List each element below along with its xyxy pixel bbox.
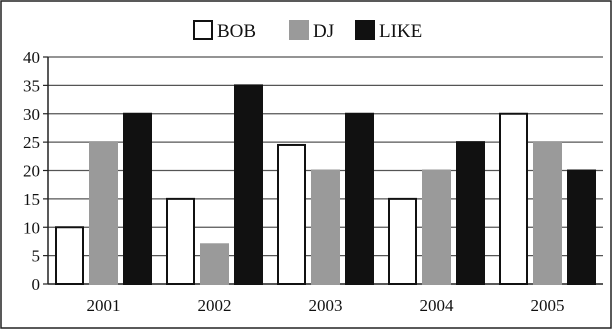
x-tick-label: 2003 (309, 296, 343, 315)
tick-labels: 0 5 10 15 20 25 30 35 40 2001 2002 2003 2004 2005 (23, 48, 565, 315)
bar-dj-2005 (533, 141, 562, 285)
bar-dj-2003 (311, 169, 340, 285)
legend-swatch-like (355, 20, 375, 40)
y-tick-label: 35 (23, 76, 40, 95)
y-tick-label: 30 (23, 105, 40, 124)
bar-like-2001 (123, 112, 152, 285)
bar-dj-2002 (200, 243, 229, 285)
legend-label-bob: BOB (217, 21, 256, 42)
legend-label-like: LIKE (379, 21, 422, 42)
bar-bob-2001 (55, 226, 84, 285)
bar-bob-2002 (166, 197, 195, 285)
bars (55, 84, 596, 285)
legend-label-dj: DJ (313, 21, 334, 42)
bar-like-2002 (234, 84, 263, 285)
y-tick-label: 25 (23, 133, 40, 152)
bar-like-2004 (456, 141, 485, 285)
bar-dj-2001 (89, 141, 118, 285)
legend-swatch-bob (193, 20, 213, 40)
legend: BOB DJ LIKE (193, 20, 422, 42)
y-tick-label: 0 (32, 275, 41, 294)
bar-like-2005 (567, 169, 596, 285)
legend-swatch-dj (289, 20, 309, 40)
bar-bob-2004 (388, 197, 417, 285)
bar-bob-2005 (499, 112, 528, 285)
x-tick-label: 2004 (420, 296, 455, 315)
y-tick-label: 5 (32, 247, 41, 266)
x-tick-label: 2005 (531, 296, 565, 315)
bar-dj-2004 (422, 169, 451, 285)
x-tick-label: 2001 (87, 296, 121, 315)
bar-like-2003 (345, 112, 374, 285)
y-tick-label: 15 (23, 190, 40, 209)
bar-bob-2003 (277, 143, 306, 285)
x-tick-label: 2002 (198, 296, 232, 315)
y-tick-label: 40 (23, 48, 40, 67)
y-tick-label: 20 (23, 162, 40, 181)
y-tick-label: 10 (23, 218, 40, 237)
